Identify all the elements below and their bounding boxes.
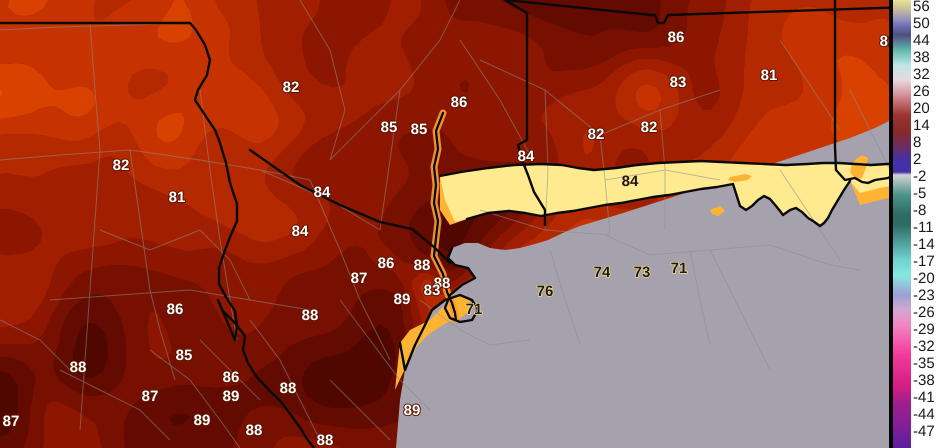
svg-text:87: 87 bbox=[3, 413, 20, 430]
svg-text:86: 86 bbox=[223, 369, 240, 386]
svg-text:86: 86 bbox=[668, 29, 685, 46]
svg-text:89: 89 bbox=[194, 412, 211, 429]
svg-text:81: 81 bbox=[761, 67, 778, 84]
svg-text:76: 76 bbox=[537, 283, 554, 300]
svg-text:73: 73 bbox=[634, 264, 651, 281]
svg-text:87: 87 bbox=[351, 270, 368, 287]
svg-text:86: 86 bbox=[451, 94, 468, 111]
svg-text:89: 89 bbox=[394, 291, 411, 308]
svg-text:89: 89 bbox=[404, 402, 421, 419]
svg-text:89: 89 bbox=[223, 388, 240, 405]
svg-text:71: 71 bbox=[466, 301, 483, 318]
svg-text:83: 83 bbox=[670, 74, 687, 91]
svg-text:82: 82 bbox=[641, 119, 658, 136]
svg-text:88: 88 bbox=[246, 422, 263, 439]
svg-text:71: 71 bbox=[671, 260, 688, 277]
svg-text:84: 84 bbox=[314, 184, 331, 201]
svg-text:74: 74 bbox=[594, 264, 611, 281]
svg-text:88: 88 bbox=[317, 432, 334, 448]
svg-text:84: 84 bbox=[292, 223, 309, 240]
svg-text:85: 85 bbox=[411, 121, 428, 138]
svg-text:85: 85 bbox=[381, 119, 398, 136]
svg-text:87: 87 bbox=[142, 388, 159, 405]
svg-text:81: 81 bbox=[169, 189, 186, 206]
svg-text:82: 82 bbox=[113, 157, 130, 174]
svg-text:88: 88 bbox=[70, 359, 87, 376]
svg-text:86: 86 bbox=[167, 301, 184, 318]
svg-text:82: 82 bbox=[588, 126, 605, 143]
svg-text:88: 88 bbox=[302, 307, 319, 324]
svg-text:83: 83 bbox=[424, 282, 441, 299]
svg-text:84: 84 bbox=[518, 148, 535, 165]
svg-text:86: 86 bbox=[378, 255, 395, 272]
svg-text:88: 88 bbox=[280, 380, 297, 397]
svg-text:82: 82 bbox=[283, 79, 300, 96]
svg-text:84: 84 bbox=[622, 173, 639, 190]
svg-text:88: 88 bbox=[414, 257, 431, 274]
svg-text:85: 85 bbox=[176, 347, 193, 364]
